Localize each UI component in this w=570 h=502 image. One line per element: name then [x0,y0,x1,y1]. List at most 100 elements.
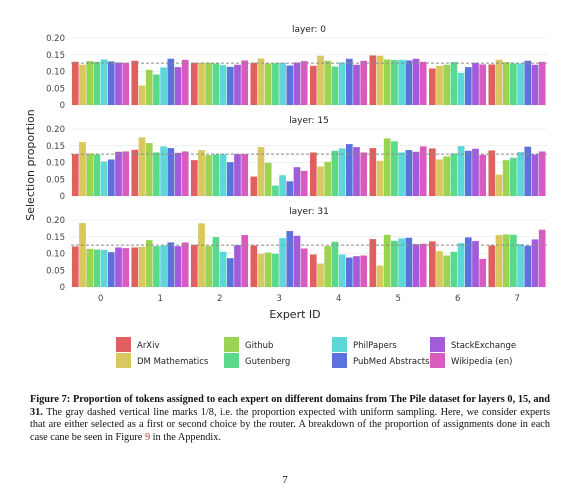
legend-swatch [224,353,239,368]
bar [138,85,146,105]
bar [241,235,249,287]
bar [517,244,524,287]
x-tick-label: 3 [277,294,282,304]
x-tick-label: 2 [217,294,222,304]
bar [479,258,487,287]
y-tick-label: 0.10 [46,159,65,169]
y-tick-label: 0.05 [46,266,65,276]
bar [531,239,539,287]
bar [264,252,272,287]
bar [538,229,546,287]
bar [353,256,360,287]
bar [93,249,101,287]
bar [376,55,384,105]
legend-item: ArXiv [116,337,160,352]
bar [309,65,317,105]
chart-panel-0: layer: 0 0 0.05 0.10 0.15 0.20 [46,25,547,111]
bar [517,63,524,105]
bar [369,148,377,196]
bar [436,65,443,105]
bar [93,154,101,196]
bar [324,60,332,105]
bar [464,237,472,287]
bar [272,63,279,105]
bar [309,152,317,196]
bar [71,246,79,287]
bar [115,247,122,287]
bar [300,170,308,196]
bar [398,59,405,105]
bar [360,255,368,287]
bar [450,153,458,196]
legend-label: PhilPapers [353,341,397,351]
bar [338,254,346,287]
bar [71,154,79,196]
legend-item: Gutenberg [224,353,290,368]
bar [212,237,220,287]
bar [436,159,443,196]
bar [383,234,391,287]
bar [160,67,167,105]
bar [107,61,115,105]
caption-text: The gray dashed vertical line marks [46,406,201,418]
legend-swatch [116,353,131,368]
y-tick-label: 0.20 [46,125,65,135]
bar [122,248,130,287]
bar [472,241,479,287]
bar [419,243,427,287]
panel-title: layer: 31 [289,207,329,217]
bar [524,146,532,196]
page-number: 7 [282,474,288,486]
bar [190,62,198,105]
bar [369,239,377,287]
bar [79,142,86,196]
bar [488,245,496,287]
bar [405,150,413,196]
bar [309,254,317,287]
bar [405,60,413,105]
bar [398,152,405,196]
bar [472,148,479,196]
bar [457,243,465,287]
bar [226,66,234,105]
bar [138,137,146,196]
y-tick-label: 0.20 [46,34,65,44]
bar [212,63,220,105]
legend-item: PhilPapers [332,337,397,352]
caption-text-end: in the Appendix. [150,431,222,443]
bar [153,152,160,196]
figure-reference-link[interactable]: 9 [144,431,151,443]
bar [479,64,487,105]
bar [391,141,398,196]
y-tick-label: 0.10 [46,250,65,260]
bar [450,251,458,287]
x-tick-label: 1 [158,294,163,304]
bar [391,60,398,105]
bar [457,72,465,105]
bar [531,154,539,196]
bar [443,255,451,287]
bar [353,64,360,105]
bar [212,154,220,196]
bar [138,246,146,287]
bar [524,60,532,105]
bar [93,61,101,105]
bar [531,64,539,105]
bar [510,157,517,196]
bar [502,62,510,105]
bar [412,58,420,105]
chart-panels: layer: 0 0 0.05 0.10 0.15 0.20 layer: 15 0 0.05 0… [46,25,547,304]
bar [293,235,301,287]
bar [205,245,213,287]
x-tick-label: 4 [336,294,341,304]
bar [234,245,241,287]
bar [174,152,182,196]
bar [360,152,368,196]
bar [279,175,286,196]
bar [286,181,294,196]
legend-item: StackExchange [430,337,516,352]
bar [331,241,339,287]
bar [443,156,451,196]
bar [86,61,94,105]
bar [167,58,175,105]
